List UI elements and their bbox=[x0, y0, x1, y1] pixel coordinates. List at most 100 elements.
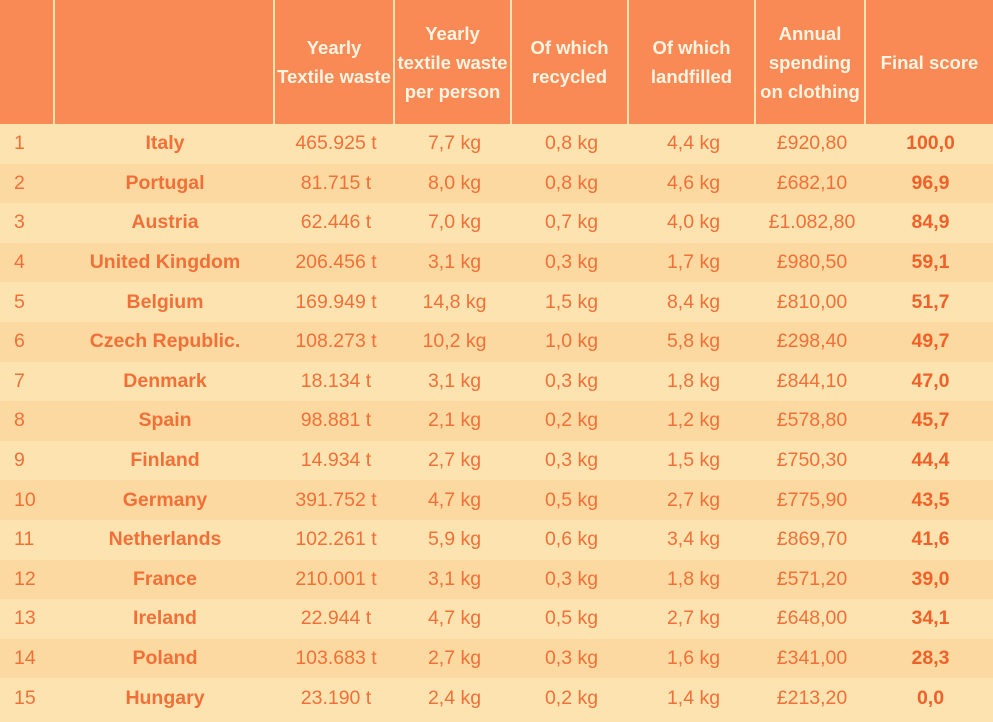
waste-per-person-cell: 3,1 kg bbox=[395, 559, 512, 600]
country-cell: Netherlands bbox=[55, 519, 275, 560]
recycled-cell: 0,7 kg bbox=[512, 203, 629, 243]
table-row: 7 Denmark 18.134 t 3,1 kg 0,3 kg 1,8 kg £844,1… bbox=[0, 361, 993, 402]
country-cell: Spain bbox=[55, 401, 275, 441]
waste-per-person-cell: 4,7 kg bbox=[395, 480, 512, 520]
yearly-waste-cell: 169.949 t bbox=[275, 282, 395, 322]
waste-per-person-cell: 2,1 kg bbox=[395, 401, 512, 441]
final-score-cell: 34,1 bbox=[866, 599, 993, 639]
country-cell: Ireland bbox=[55, 599, 275, 639]
table-row: 5 Belgium 169.949 t 14,8 kg 1,5 kg 8,4 kg £810… bbox=[0, 282, 993, 322]
spending-cell: £341,00 bbox=[756, 638, 866, 679]
rank-cell: 5 bbox=[0, 282, 55, 322]
country-cell: Germany bbox=[55, 480, 275, 520]
table-row: 14 Poland 103.683 t 2,7 kg 0,3 kg 1,6 kg £341,… bbox=[0, 638, 993, 679]
header-country bbox=[55, 0, 275, 124]
waste-per-person-cell: 2,4 kg bbox=[395, 678, 512, 718]
spending-cell: £213,20 bbox=[756, 678, 866, 718]
landfilled-cell: 4,0 kg bbox=[629, 203, 756, 243]
yearly-waste-cell: 18.134 t bbox=[275, 361, 395, 402]
waste-per-person-cell: 7,7 kg bbox=[395, 124, 512, 164]
yearly-waste-cell: 14.934 t bbox=[275, 440, 395, 481]
rank-cell: 3 bbox=[0, 203, 55, 243]
country-cell: United Kingdom bbox=[55, 242, 275, 283]
final-score-cell: 100,0 bbox=[866, 124, 993, 164]
recycled-cell: 0,2 kg bbox=[512, 678, 629, 718]
recycled-cell: 0,2 kg bbox=[512, 401, 629, 441]
table-row: 3 Austria 62.446 t 7,0 kg 0,7 kg 4,0 kg £1.082… bbox=[0, 203, 993, 243]
rank-cell: 14 bbox=[0, 638, 55, 679]
country-cell: Czech Republic. bbox=[55, 321, 275, 362]
landfilled-cell: 5,8 kg bbox=[629, 321, 756, 362]
spending-cell: £980,50 bbox=[756, 242, 866, 283]
spending-cell: £682,10 bbox=[756, 163, 866, 204]
recycled-cell: 0,3 kg bbox=[512, 559, 629, 600]
landfilled-cell: 3,4 kg bbox=[629, 519, 756, 560]
spending-cell: £1.082,80 bbox=[756, 203, 866, 243]
header-final-score: Final score bbox=[866, 0, 993, 124]
table-row: 13 Ireland 22.944 t 4,7 kg 0,5 kg 2,7 kg £648,… bbox=[0, 599, 993, 639]
waste-per-person-cell: 10,2 kg bbox=[395, 321, 512, 362]
recycled-cell: 0,3 kg bbox=[512, 242, 629, 283]
final-score-cell: 96,9 bbox=[866, 163, 993, 204]
table-row: 4 United Kingdom 206.456 t 3,1 kg 0,3 kg 1,7 … bbox=[0, 242, 993, 283]
waste-per-person-cell: 8,0 kg bbox=[395, 163, 512, 204]
recycled-cell: 0,3 kg bbox=[512, 440, 629, 481]
rank-cell: 11 bbox=[0, 519, 55, 560]
yearly-waste-cell: 210.001 t bbox=[275, 559, 395, 600]
yearly-waste-cell: 103.683 t bbox=[275, 638, 395, 679]
header-recycled: Of which recycled bbox=[512, 0, 629, 124]
table-row: 9 Finland 14.934 t 2,7 kg 0,3 kg 1,5 kg £750,3… bbox=[0, 440, 993, 481]
recycled-cell: 0,5 kg bbox=[512, 480, 629, 520]
country-cell: France bbox=[55, 559, 275, 600]
yearly-waste-cell: 108.273 t bbox=[275, 321, 395, 362]
recycled-cell: 0,8 kg bbox=[512, 163, 629, 204]
table-row: 6 Czech Republic. 108.273 t 10,2 kg 1,0 kg 5,… bbox=[0, 321, 993, 362]
final-score-cell: 51,7 bbox=[866, 282, 993, 322]
final-score-cell: 28,3 bbox=[866, 638, 993, 679]
rank-cell: 6 bbox=[0, 321, 55, 362]
yearly-waste-cell: 391.752 t bbox=[275, 480, 395, 520]
table-row: 1 Italy 465.925 t 7,7 kg 0,8 kg 4,4 kg £920,80… bbox=[0, 124, 993, 164]
landfilled-cell: 1,8 kg bbox=[629, 361, 756, 402]
spending-cell: £844,10 bbox=[756, 361, 866, 402]
rank-cell: 1 bbox=[0, 124, 55, 164]
header-landfilled: Of which landfilled bbox=[629, 0, 756, 124]
recycled-cell: 0,3 kg bbox=[512, 638, 629, 679]
country-cell: Denmark bbox=[55, 361, 275, 402]
waste-per-person-cell: 3,1 kg bbox=[395, 242, 512, 283]
landfilled-cell: 1,7 kg bbox=[629, 242, 756, 283]
final-score-cell: 47,0 bbox=[866, 361, 993, 402]
recycled-cell: 0,5 kg bbox=[512, 599, 629, 639]
spending-cell: £810,00 bbox=[756, 282, 866, 322]
waste-per-person-cell: 7,0 kg bbox=[395, 203, 512, 243]
yearly-waste-cell: 206.456 t bbox=[275, 242, 395, 283]
recycled-cell: 0,6 kg bbox=[512, 519, 629, 560]
spending-cell: £920,80 bbox=[756, 124, 866, 164]
waste-per-person-cell: 3,1 kg bbox=[395, 361, 512, 402]
landfilled-cell: 1,8 kg bbox=[629, 559, 756, 600]
final-score-cell: 39,0 bbox=[866, 559, 993, 600]
recycled-cell: 0,3 kg bbox=[512, 361, 629, 402]
table-header-row: Yearly Textile waste Yearly textile waste… bbox=[0, 0, 993, 124]
recycled-cell: 1,0 kg bbox=[512, 321, 629, 362]
final-score-cell: 49,7 bbox=[866, 321, 993, 362]
spending-cell: £298,40 bbox=[756, 321, 866, 362]
rank-cell: 2 bbox=[0, 163, 55, 204]
rank-cell: 7 bbox=[0, 361, 55, 402]
country-cell: Hungary bbox=[55, 678, 275, 718]
landfilled-cell: 2,7 kg bbox=[629, 599, 756, 639]
header-rank bbox=[0, 0, 55, 124]
final-score-cell: 41,6 bbox=[866, 519, 993, 560]
spending-cell: £869,70 bbox=[756, 519, 866, 560]
country-cell: Belgium bbox=[55, 282, 275, 322]
waste-per-person-cell: 2,7 kg bbox=[395, 638, 512, 679]
yearly-waste-cell: 465.925 t bbox=[275, 124, 395, 164]
waste-per-person-cell: 4,7 kg bbox=[395, 599, 512, 639]
spending-cell: £571,20 bbox=[756, 559, 866, 600]
recycled-cell: 0,8 kg bbox=[512, 124, 629, 164]
waste-per-person-cell: 2,7 kg bbox=[395, 440, 512, 481]
table-row: 10 Germany 391.752 t 4,7 kg 0,5 kg 2,7 kg £775… bbox=[0, 480, 993, 520]
table-row: 8 Spain 98.881 t 2,1 kg 0,2 kg 1,2 kg £578,80 4… bbox=[0, 401, 993, 441]
landfilled-cell: 4,6 kg bbox=[629, 163, 756, 204]
